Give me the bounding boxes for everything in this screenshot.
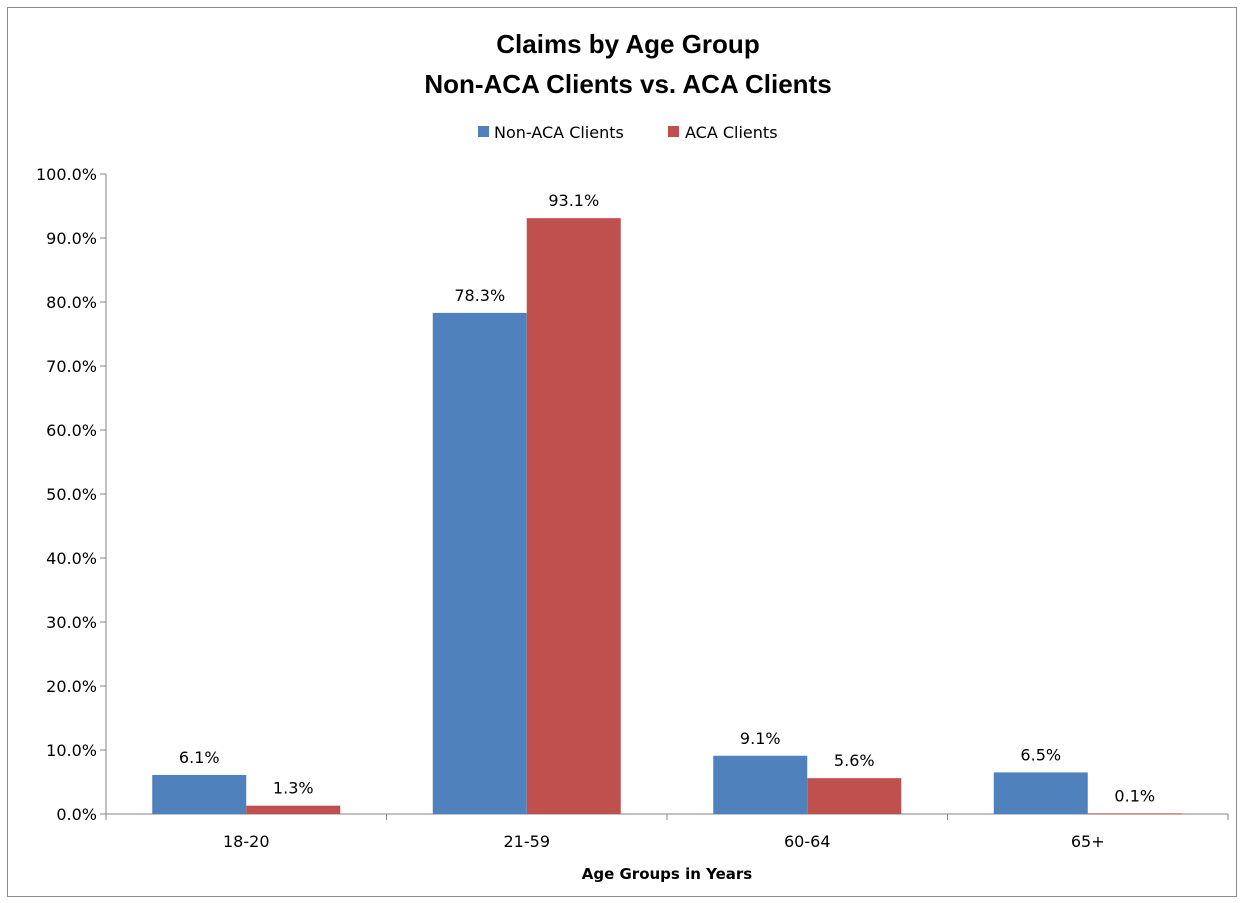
y-tick-label: 30.0% <box>46 613 97 632</box>
data-label-aca-18-20: 1.3% <box>273 779 314 798</box>
bar-aca-18-20 <box>246 805 341 814</box>
chart-title: Claims by Age Group Non-ACA Clients vs. … <box>424 29 831 99</box>
x-tick-label: 65+ <box>1071 832 1105 851</box>
bars <box>152 218 1182 815</box>
bar-aca-65+ <box>1087 813 1182 815</box>
y-axis: 0.0% 10.0% 20.0% 30.0% 40.0% 50.0% 60.0% 70.0% 8… <box>36 165 107 824</box>
data-label-non-aca-60-64: 9.1% <box>740 729 781 748</box>
legend-swatch-aca <box>668 126 679 137</box>
legend-swatch-non-aca <box>478 126 489 137</box>
bar-non-aca-21-59 <box>432 312 527 814</box>
x-tick-label: 60-64 <box>784 832 831 851</box>
y-tick-label: 20.0% <box>46 677 97 696</box>
chart-title-line-1: Claims by Age Group <box>496 29 759 59</box>
x-tick-label: 21-59 <box>504 832 551 851</box>
legend: Non-ACA Clients ACA Clients <box>478 123 778 142</box>
legend-label-aca: ACA Clients <box>685 123 778 142</box>
bar-non-aca-65+ <box>993 772 1088 814</box>
y-tick-label: 10.0% <box>46 741 97 760</box>
data-label-non-aca-65+: 6.5% <box>1020 745 1061 764</box>
y-tick-label: 100.0% <box>36 165 97 184</box>
bar-non-aca-18-20 <box>152 774 247 814</box>
data-label-aca-65+: 0.1% <box>1114 786 1155 805</box>
chart-title-line-2: Non-ACA Clients vs. ACA Clients <box>424 69 831 99</box>
y-tick-label: 70.0% <box>46 357 97 376</box>
data-label-non-aca-18-20: 6.1% <box>179 748 220 767</box>
legend-label-non-aca: Non-ACA Clients <box>494 123 624 142</box>
data-labels: 6.1% 1.3% 78.3% 93.1% 9.1% 5.6% 6.5% 0.1% <box>179 191 1155 805</box>
y-tick-label: 50.0% <box>46 485 97 504</box>
y-tick-label: 40.0% <box>46 549 97 568</box>
y-tick-label: 60.0% <box>46 421 97 440</box>
bar-aca-21-59 <box>526 218 621 814</box>
y-tick-label: 0.0% <box>56 805 97 824</box>
x-axis: 18-20 21-59 60-64 65+ <box>105 813 1229 851</box>
bar-non-aca-60-64 <box>713 755 808 814</box>
data-label-non-aca-21-59: 78.3% <box>454 286 505 305</box>
x-tick-label: 18-20 <box>223 832 270 851</box>
data-label-aca-60-64: 5.6% <box>834 751 875 770</box>
data-label-aca-21-59: 93.1% <box>548 191 599 210</box>
bar-aca-60-64 <box>807 778 902 814</box>
chart-frame <box>7 7 1237 897</box>
y-tick-label: 80.0% <box>46 293 97 312</box>
x-axis-title: Age Groups in Years <box>582 865 753 883</box>
y-tick-label: 90.0% <box>46 229 97 248</box>
